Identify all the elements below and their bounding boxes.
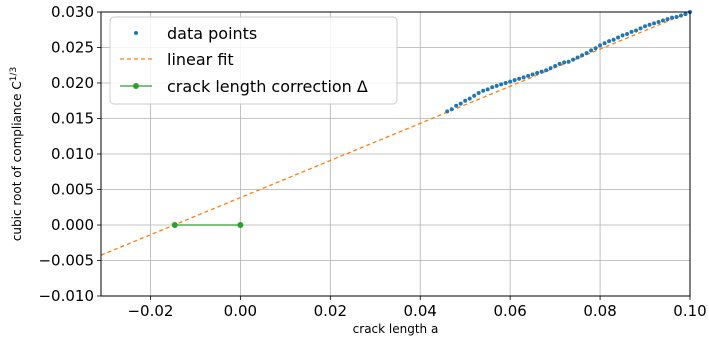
data-point	[638, 26, 643, 31]
legend-marker-data-points	[134, 31, 138, 35]
data-point	[539, 69, 544, 74]
data-point	[530, 72, 535, 77]
data-point	[674, 14, 679, 19]
y-tick-label: 0.025	[51, 39, 94, 57]
data-point	[562, 60, 567, 65]
data-point	[643, 24, 648, 29]
data-point	[467, 96, 472, 101]
data-point	[571, 57, 576, 62]
data-point	[611, 37, 616, 42]
data-point	[499, 82, 504, 87]
data-point	[566, 59, 571, 64]
data-point	[661, 18, 666, 23]
x-axis-label: crack length a	[353, 322, 439, 336]
data-point	[449, 107, 454, 112]
data-point	[620, 33, 625, 38]
data-point	[445, 109, 450, 114]
legend-box	[109, 16, 398, 105]
data-point	[598, 43, 603, 48]
data-point	[490, 85, 495, 90]
legend: data points linear fit crack length corr…	[109, 16, 398, 105]
correction-point	[237, 222, 244, 228]
data-point	[634, 28, 639, 33]
y-tick-label: −0.010	[38, 287, 94, 305]
linear-fit-line	[100, 11, 691, 256]
x-tick-label: 0.04	[404, 302, 437, 320]
data-point	[625, 32, 630, 37]
y-tick-label: −0.005	[38, 252, 94, 270]
y-tick-label: 0.020	[51, 74, 94, 92]
data-point	[670, 15, 675, 20]
data-point	[548, 66, 553, 71]
ticks-layer: −0.02 0.00 0.02 0.04 0.06 0.08 0.10 −0.010 −0.00…	[38, 3, 706, 320]
correction-point	[171, 222, 178, 228]
y-tick-label: 0.030	[51, 3, 94, 21]
legend-label-data-points: data points	[167, 24, 257, 43]
data-point	[535, 71, 540, 76]
y-axis-label-main: cubic root of compliance C	[10, 81, 24, 241]
y-tick-label: 0.000	[51, 216, 94, 234]
data-point	[526, 73, 531, 78]
data-point	[589, 48, 594, 53]
legend-marker-correction-dot	[133, 83, 139, 89]
y-tick-label: 0.015	[51, 110, 94, 128]
data-point	[476, 90, 481, 95]
y-tick-label: 0.010	[51, 145, 94, 163]
data-point	[481, 88, 486, 93]
data-point	[656, 19, 661, 24]
data-point	[629, 29, 634, 34]
data-point	[683, 12, 688, 17]
x-tick-label: −0.02	[127, 302, 173, 320]
data-point	[584, 51, 589, 56]
data-point	[679, 13, 684, 18]
data-point	[553, 63, 558, 68]
data-point	[647, 22, 652, 27]
data-point	[494, 83, 499, 88]
data-point	[652, 21, 657, 26]
data-point	[557, 61, 562, 66]
data-point	[454, 103, 459, 108]
y-axis-label-superscript: 1/3	[9, 67, 19, 81]
data-point	[463, 98, 468, 103]
data-point	[544, 68, 549, 73]
data-point	[458, 101, 463, 106]
x-tick-label: 0.02	[314, 302, 347, 320]
series-layer	[100, 10, 692, 256]
data-point	[607, 39, 612, 44]
legend-label-correction: crack length correction Δ	[167, 77, 368, 96]
data-point	[472, 93, 477, 98]
x-tick-label: 0.06	[493, 302, 526, 320]
data-point	[616, 35, 621, 40]
data-point	[521, 75, 526, 80]
x-tick-label: 0.08	[583, 302, 616, 320]
data-point	[512, 78, 517, 83]
data-point	[602, 41, 607, 46]
data-point	[665, 17, 670, 22]
y-tick-label: 0.005	[51, 181, 94, 199]
y-axis-label: cubic root of compliance C1/3	[9, 67, 24, 241]
data-point	[517, 76, 522, 81]
legend-label-linear-fit: linear fit	[167, 50, 234, 69]
data-point	[580, 53, 585, 58]
data-point	[485, 87, 490, 92]
data-point	[503, 81, 508, 85]
data-point	[593, 46, 598, 51]
data-point	[575, 55, 580, 60]
x-tick-label: 0.00	[224, 302, 257, 320]
data-point	[508, 79, 513, 84]
x-tick-label: 0.10	[673, 302, 706, 320]
